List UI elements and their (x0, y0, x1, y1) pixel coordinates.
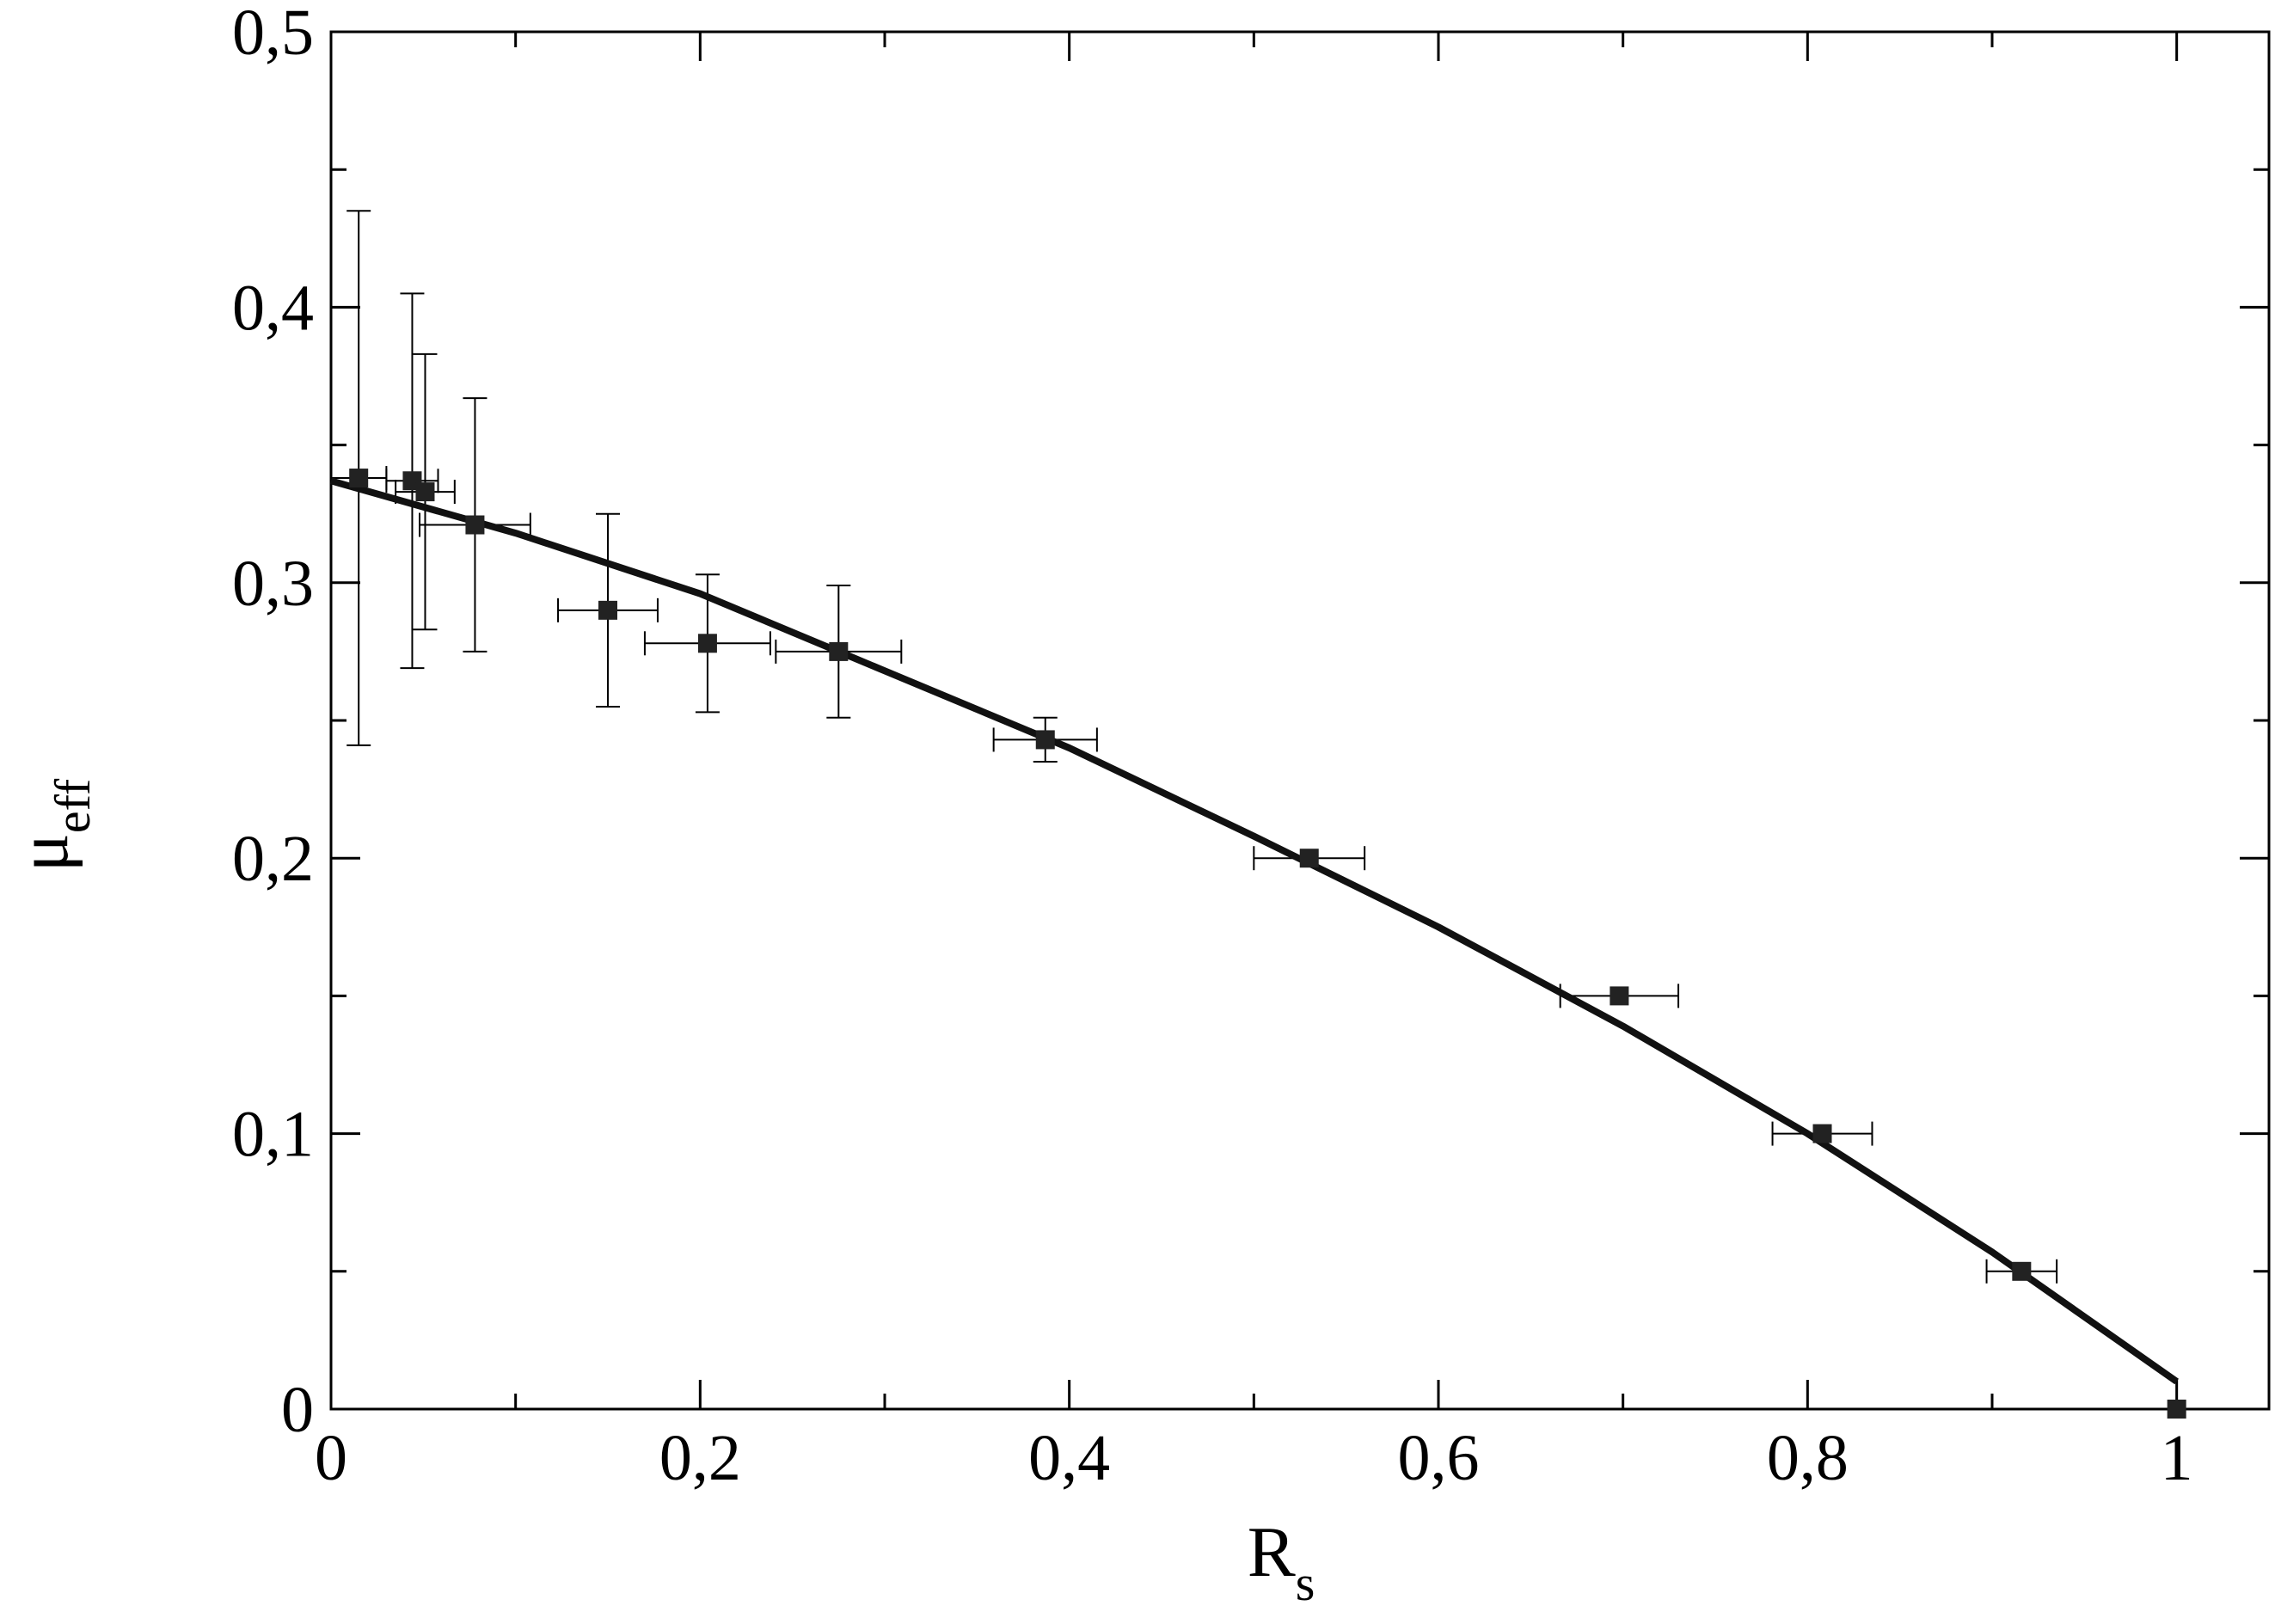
y-tick-label: 0,3 (232, 548, 314, 620)
data-point-marker (1299, 849, 1319, 868)
axis-tick-labels: 0 0,2 0,4 0,6 0,8 1 0 0,1 0,2 0,3 0,4 0,5 (232, 0, 2193, 1494)
x-axis-title: Rs (1248, 1512, 1315, 1611)
data-point-marker (697, 634, 717, 653)
data-point-marker (465, 515, 485, 535)
fit-curve (329, 477, 2179, 1385)
y-tick-label: 0,5 (232, 0, 314, 69)
data-point-marker (1035, 730, 1055, 750)
y-tick-label: 0,2 (232, 823, 314, 895)
y-axis-title-main: μ (3, 833, 83, 872)
x-tick-label: 1 (2161, 1422, 2193, 1494)
x-axis-title-main: R (1248, 1512, 1296, 1592)
data-markers (349, 469, 2186, 1419)
y-tick-label: 0 (281, 1374, 314, 1446)
data-point-marker (349, 469, 369, 488)
data-point-marker (598, 600, 617, 620)
x-axis-title-subscript: s (1296, 1555, 1315, 1611)
y-tick-label: 0,4 (232, 272, 314, 344)
error-bars (330, 210, 2058, 1284)
x-tick-label: 0,4 (1028, 1422, 1110, 1494)
data-point-marker (829, 641, 849, 661)
x-tick-label: 0,6 (1398, 1422, 1480, 1494)
y-axis-title-subscript: eff (45, 778, 101, 833)
y-axis-title: μeff (3, 778, 101, 872)
data-point-marker (1812, 1124, 1832, 1143)
y-tick-label: 0,1 (232, 1099, 314, 1171)
axis-ticks (329, 30, 2269, 1411)
x-tick-label: 0,2 (659, 1422, 741, 1494)
data-point-marker (1610, 986, 1629, 1006)
data-point-marker (2167, 1400, 2186, 1419)
data-point-marker (2012, 1261, 2032, 1281)
x-tick-label: 0,8 (1767, 1422, 1849, 1494)
data-point-marker (415, 482, 435, 502)
x-tick-label: 0 (315, 1422, 347, 1494)
